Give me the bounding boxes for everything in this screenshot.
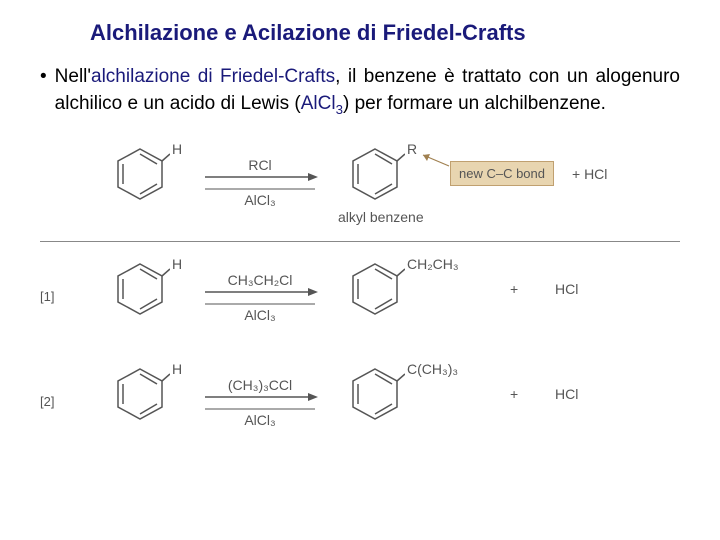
page-title: Alchilazione e Acilazione di Friedel-Cra… (90, 20, 680, 46)
reagent-top-general: RCl (240, 157, 280, 173)
plus-1: + (510, 281, 518, 297)
bullet-text: Nell'alchilazione di Friedel-Crafts, il … (55, 64, 680, 119)
hcl-1: HCl (555, 281, 578, 297)
reagent-top-2: (CH₃)₃CCl (220, 377, 300, 393)
benzene-product-general (345, 144, 405, 204)
product-label-general: alkyl benzene (338, 209, 424, 225)
hcl-2: HCl (555, 386, 578, 402)
substituent-h-2: H (172, 361, 182, 377)
substituent-r-2: C(CH₃)₃ (407, 361, 458, 377)
substituent-r-1: CH₂CH₃ (407, 256, 459, 272)
reagent-top-1: CH₃CH₂Cl (222, 272, 298, 288)
plus-2: + (510, 386, 518, 402)
reagent-bottom-general: AlCl₃ (238, 192, 282, 208)
plus-hcl-general: + HCl (572, 166, 607, 182)
benzene-reactant-2 (110, 364, 170, 424)
rxn1-tag: [1] (40, 289, 54, 304)
substituent-r-general: R (407, 141, 417, 157)
bullet-dot: • (40, 64, 47, 91)
rxn2-tag: [2] (40, 394, 54, 409)
reagent-bottom-2: AlCl₃ (238, 412, 282, 428)
benzene-reactant-general (110, 144, 170, 204)
benzene-product-1 (345, 259, 405, 319)
bullet-paragraph: • Nell'alchilazione di Friedel-Crafts, i… (40, 64, 680, 119)
divider-line (40, 241, 680, 242)
substituent-h-general: H (172, 141, 182, 157)
benzene-product-2 (345, 364, 405, 424)
reagent-bottom-1: AlCl₃ (238, 307, 282, 323)
reaction-diagram: H RCl AlCl₃ R new C–C bond + HCl alkyl b… (40, 139, 680, 479)
benzene-reactant-1 (110, 259, 170, 319)
substituent-h-1: H (172, 256, 182, 272)
callout-new-bond: new C–C bond (450, 161, 554, 186)
